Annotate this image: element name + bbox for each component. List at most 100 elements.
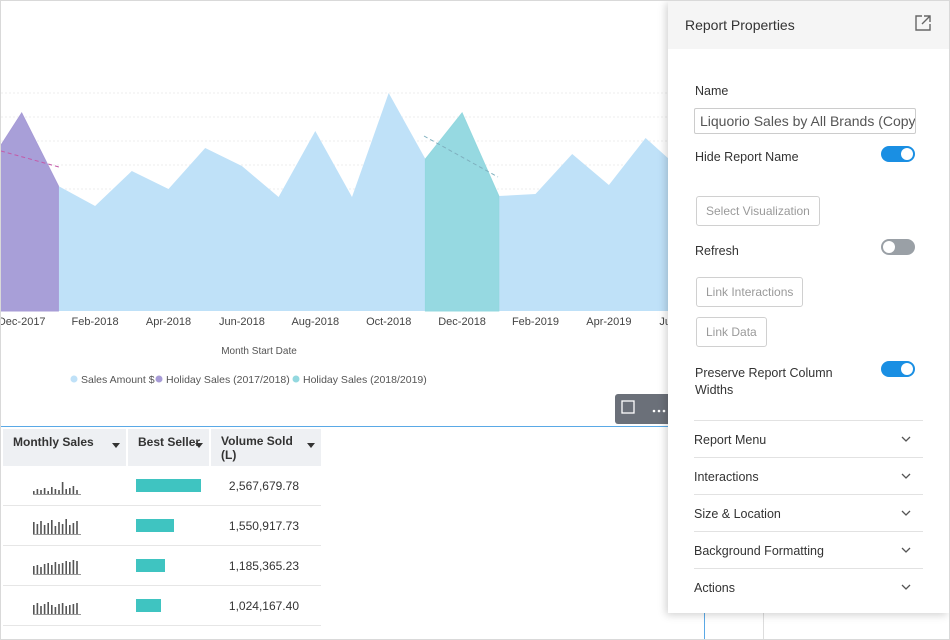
spark-bar	[33, 566, 35, 574]
spark-bar	[47, 602, 49, 614]
more-dot[interactable]	[662, 409, 666, 413]
more-dot[interactable]	[657, 409, 661, 413]
spark-bar	[58, 490, 60, 494]
header-text: Monthly Sales	[13, 435, 94, 449]
spark-bar	[65, 606, 67, 614]
x-tick-label: Dec-2017	[1, 316, 46, 328]
spark-bar	[43, 604, 46, 614]
header-cell[interactable]: Best Seller	[128, 429, 209, 466]
area	[424, 112, 500, 312]
spark-bar	[43, 525, 46, 534]
spark-bar	[33, 605, 35, 614]
chevron	[901, 547, 911, 553]
accordion-section[interactable]: Size & Location	[694, 494, 923, 532]
sparkline	[33, 602, 81, 615]
spark-bar	[72, 604, 75, 614]
x-tick-label: Dec-2018	[438, 316, 486, 328]
spark-bar	[72, 560, 75, 574]
more-dot[interactable]	[652, 409, 656, 413]
chart: Dec-2017 Feb-2018 Apr-2018 Jun-2018 Aug-2018…	[1, 92, 701, 427]
spark-bar	[40, 490, 42, 494]
bar	[136, 479, 201, 492]
spark-bar	[33, 491, 35, 494]
bar-cell	[136, 519, 174, 532]
x-tick-label: Apr-2018	[146, 316, 191, 328]
bar-cell	[136, 599, 161, 612]
bar	[136, 519, 174, 532]
toolbar-icon[interactable]	[621, 400, 635, 414]
spark-bar	[69, 562, 71, 574]
spark-bar	[69, 488, 71, 494]
volume-cell: 1,024,167.40	[228, 599, 299, 613]
x-labels: Dec-2017 Feb-2018 Apr-2018 Jun-2018 Aug-2018…	[1, 316, 701, 328]
spark-bar	[43, 488, 46, 494]
sort-arrow	[112, 443, 120, 448]
header-text: Best Seller	[138, 435, 201, 449]
spark-bar	[61, 603, 64, 614]
section-title: Actions	[694, 581, 735, 595]
chevron-path	[901, 547, 911, 553]
legend-swatch	[292, 375, 300, 383]
areas	[1, 93, 683, 312]
header-cell[interactable]: Monthly Sales	[3, 429, 126, 466]
icon-path	[921, 15, 931, 25]
toggle[interactable]	[881, 361, 915, 377]
bar	[136, 559, 165, 572]
spark-bar	[36, 565, 39, 574]
field-label: Hide Report Name	[695, 150, 799, 164]
button[interactable]: Select Visualization	[696, 196, 820, 226]
trend-line	[1, 150, 60, 168]
bar-cell	[136, 479, 201, 492]
name-input[interactable]: Liquorio Sales by All Brands (Copy)	[694, 108, 916, 134]
bar	[136, 599, 161, 612]
accordion-section[interactable]: Actions	[694, 568, 923, 606]
legend-swatch	[155, 375, 163, 383]
spark-bar	[43, 564, 46, 574]
field-label: Name	[695, 84, 729, 98]
spark-bar	[54, 489, 57, 494]
x-axis-title: Month Start Date	[221, 346, 297, 357]
sparkline	[33, 560, 81, 575]
x-tick-label: Aug-2018	[291, 316, 339, 328]
chevron-path	[901, 584, 911, 590]
spark-bar	[47, 523, 49, 534]
spark-bar	[36, 524, 39, 534]
spark-bar	[36, 603, 39, 614]
spark-bar	[54, 562, 57, 574]
chevron	[901, 584, 911, 590]
legend: Sales Amount $ Holiday Sales (2017/2018) H…	[70, 374, 427, 386]
button[interactable]: Link Data	[696, 317, 767, 347]
toggle-knob	[901, 363, 913, 375]
chevron-path	[901, 473, 911, 479]
spark-bar	[47, 563, 49, 574]
area	[1, 111, 59, 312]
spark-bar	[58, 522, 60, 534]
spark-bar	[33, 522, 35, 534]
spark-bar	[65, 519, 67, 534]
accordion-section[interactable]: Interactions	[694, 457, 923, 495]
spark-bar	[47, 491, 49, 494]
toggle-knob	[883, 241, 895, 253]
accordion-section[interactable]: Background Formatting	[694, 531, 923, 569]
chevron-path	[901, 510, 911, 516]
x-tick-label: Apr-2019	[586, 316, 631, 328]
spark-bar	[72, 523, 75, 534]
table-row: 2,567,679.78	[3, 466, 321, 506]
toggle[interactable]	[881, 239, 915, 255]
bar-cell	[136, 559, 165, 572]
x-tick-label: Oct-2018	[366, 316, 411, 328]
x-tick-label: Feb-2019	[512, 316, 559, 328]
toggle[interactable]	[881, 146, 915, 162]
spark-bar	[36, 489, 39, 494]
sort-arrow	[307, 443, 315, 448]
table-row: 1,550,917.73	[3, 506, 321, 546]
header-cell[interactable]: Volume Sold (L)	[211, 429, 321, 466]
button[interactable]: Link Interactions	[696, 277, 804, 307]
popout-icon[interactable]	[914, 14, 932, 32]
spark-bar	[51, 487, 53, 494]
spark-bar	[54, 526, 57, 534]
trend-line	[423, 135, 499, 178]
accordion-section[interactable]: Report Menu	[694, 420, 923, 458]
